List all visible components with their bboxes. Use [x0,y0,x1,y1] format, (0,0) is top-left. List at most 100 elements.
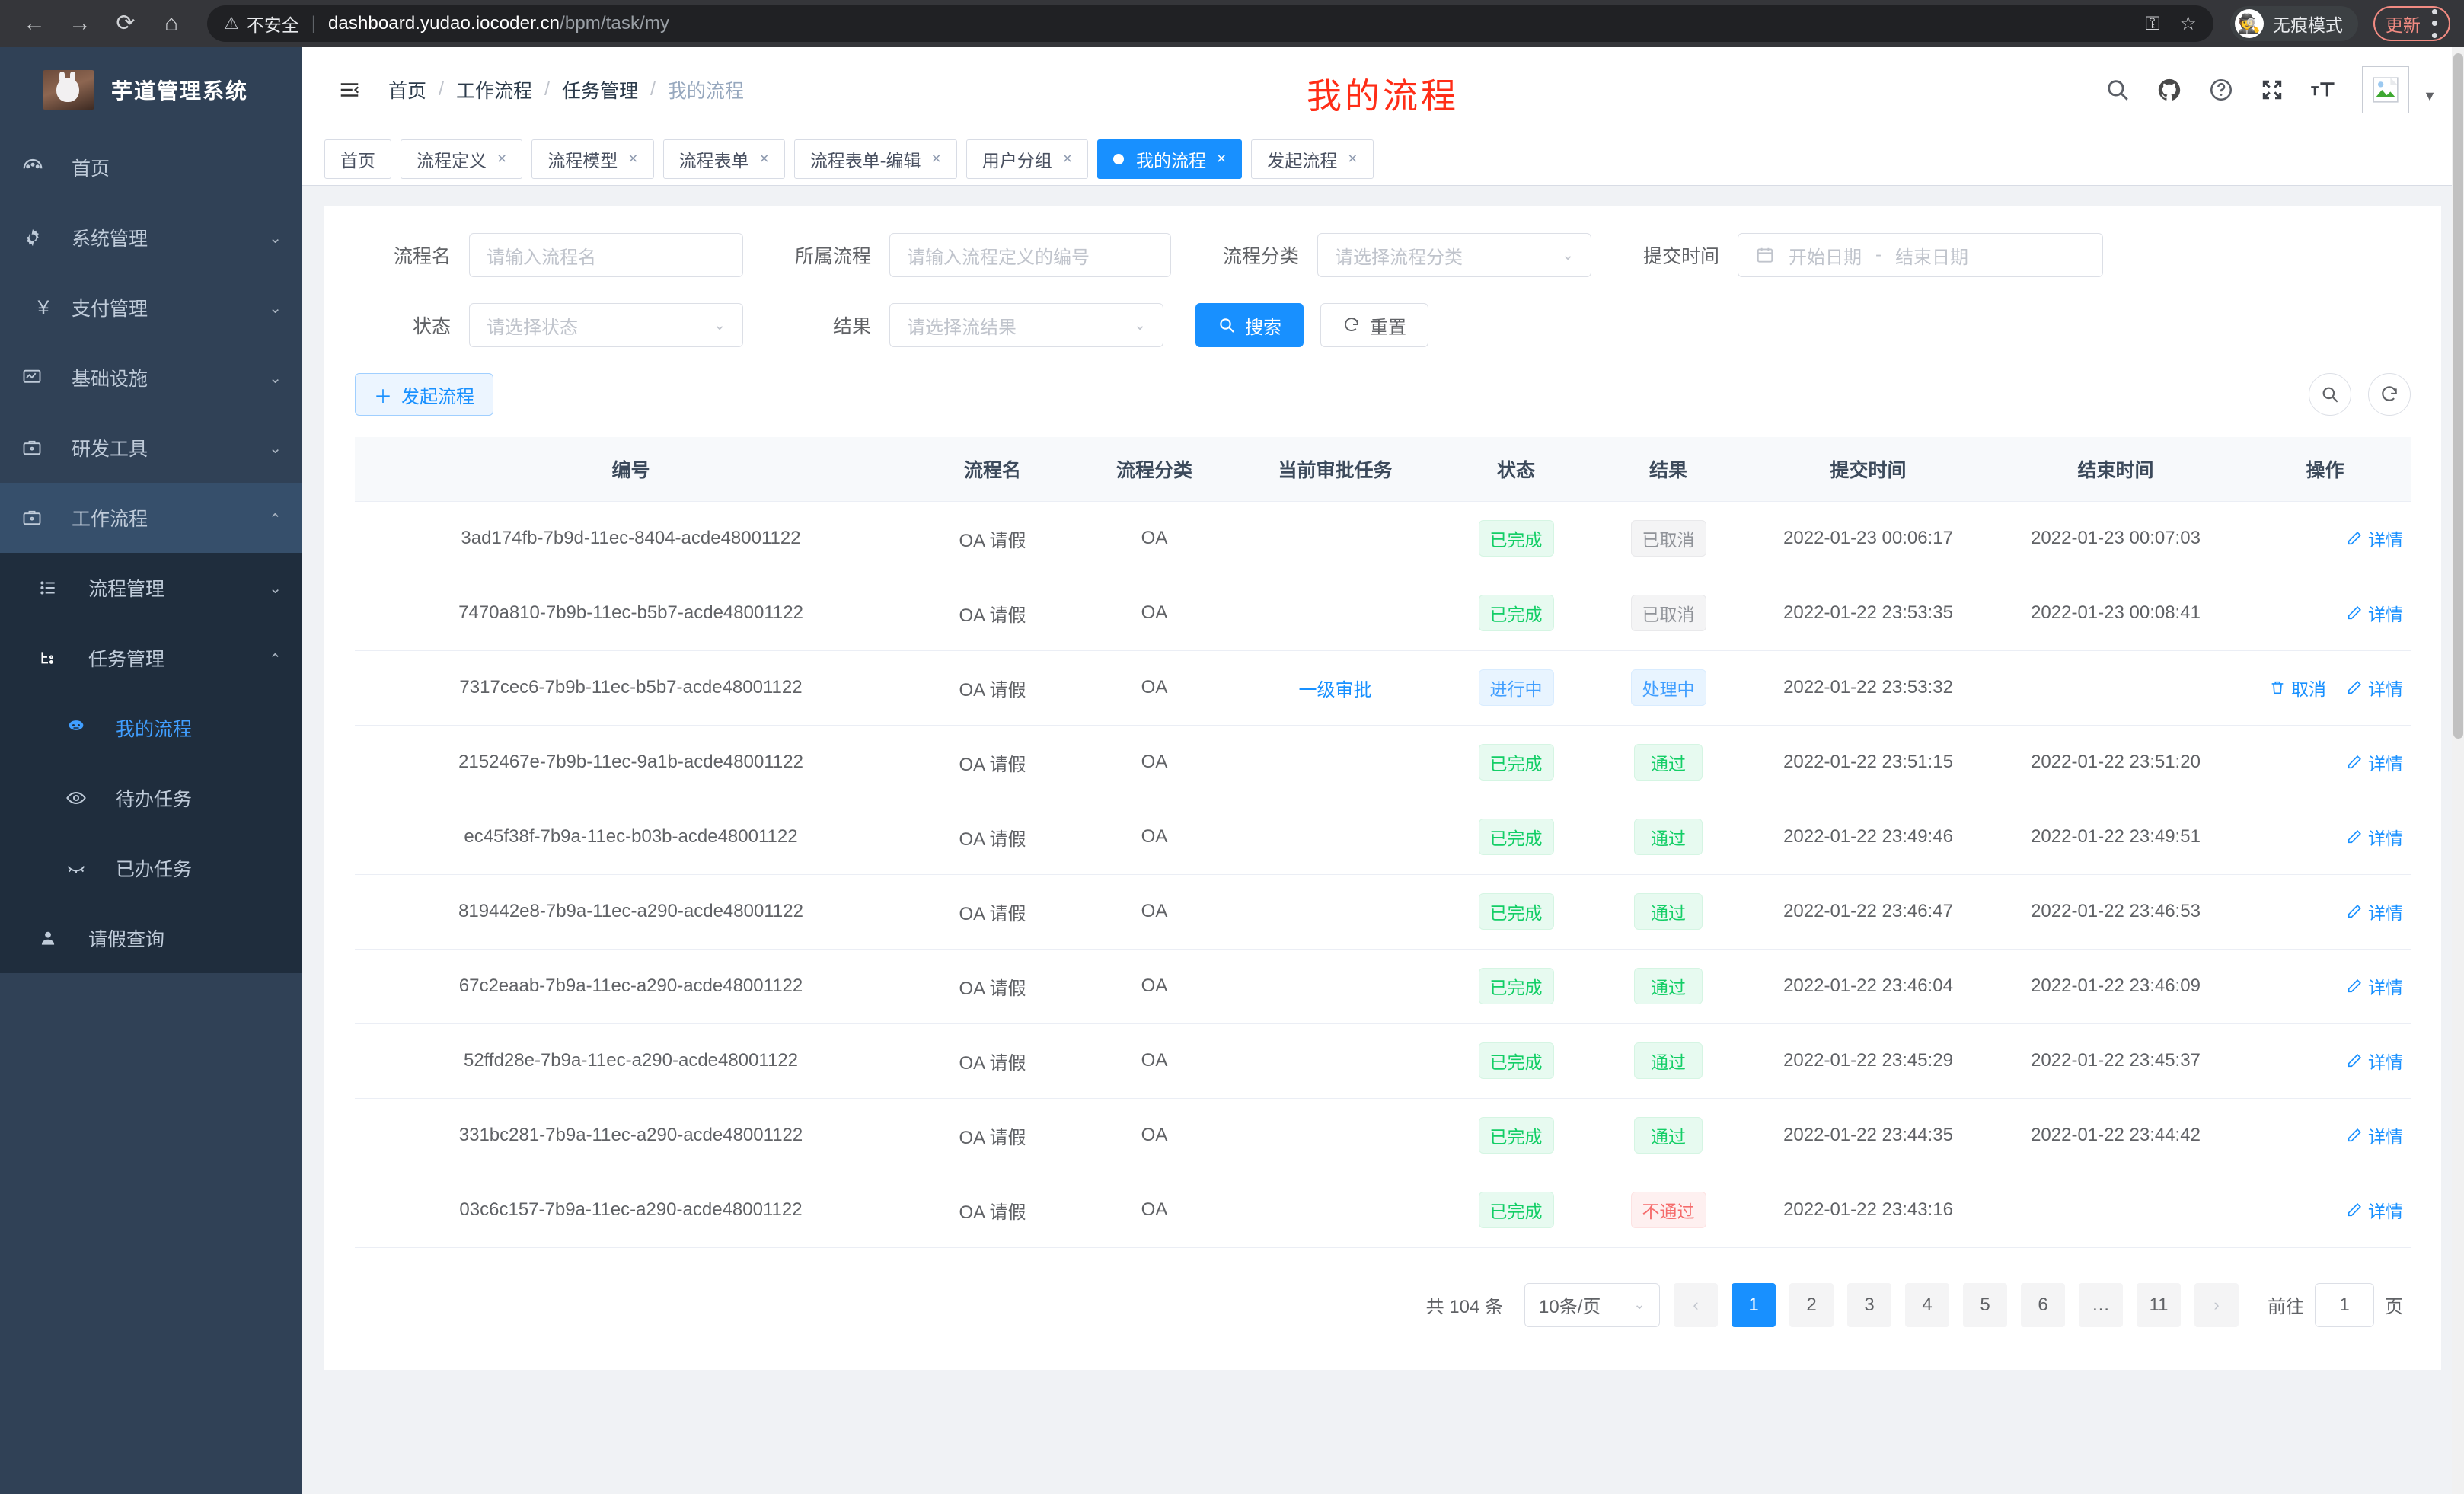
tab-process-form[interactable]: 流程表单 × [662,139,785,179]
incognito-indicator[interactable]: 🕵 无痕模式 [2229,6,2358,41]
table-row[interactable]: 819442e8-7b9a-11ec-a290-acde48001122 OA 请… [355,874,2411,950]
process-name-input[interactable]: 请输入流程名 [469,233,743,277]
pagination-next-button[interactable]: › [2194,1282,2239,1327]
cell-status: 已完成 [1440,800,1592,875]
current-task-link[interactable]: 一级审批 [1298,679,1372,701]
toolbar-refresh-button[interactable] [2368,373,2411,416]
table-row[interactable]: 3ad174fb-7b9d-11ec-8404-acde48001122 OA 请… [355,501,2411,576]
detail-link[interactable]: 详情 [2346,675,2403,701]
pagination-prev-button[interactable]: ‹ [1674,1282,1718,1327]
cancel-process-link[interactable]: 取消 [2269,675,2326,701]
table-row[interactable]: 331bc281-7b9a-11ec-a290-acde48001122 OA 请… [355,1098,2411,1173]
sidebar-item-task-manage[interactable]: 任务管理 ⌄ [0,623,302,693]
brand[interactable]: 芋道管理系统 [0,47,302,132]
breadcrumb-item[interactable]: 工作流程 [455,80,532,102]
detail-link[interactable]: 详情 [2346,1048,2403,1074]
close-icon[interactable]: × [759,149,769,168]
pagination-page-6[interactable]: 6 [2021,1282,2065,1327]
cell-status: 已完成 [1440,1173,1592,1248]
breadcrumb-item[interactable]: 任务管理 [561,80,638,102]
create-process-button[interactable]: ＋ 发起流程 [355,373,493,416]
avatar[interactable] [2362,65,2410,113]
process-category-select[interactable]: 请选择流程分类 ⌄ [1317,233,1591,277]
chevron-down-icon[interactable]: ▼ [2423,88,2437,104]
star-icon[interactable]: ☆ [2179,13,2197,34]
belong-process-input[interactable]: 请输入流程定义的编号 [889,233,1171,277]
pagination-ellipsis[interactable]: … [2079,1282,2123,1327]
tab-process-form-edit[interactable]: 流程表单-编辑 × [793,139,957,179]
sidebar-item-devtools[interactable]: 研发工具 ⌄ [0,413,302,483]
tab-user-group[interactable]: 用户分组 × [965,139,1088,179]
close-icon[interactable]: × [628,149,638,168]
submit-time-daterange[interactable]: 开始日期 - 结束日期 [1738,233,2103,277]
detail-link[interactable]: 详情 [2346,973,2403,999]
sidebar-item-leave-query[interactable]: 请假查询 [0,903,302,973]
sidebar-item-workflow[interactable]: 工作流程 ⌄ [0,483,302,553]
result-select[interactable]: 请选择流结果 ⌄ [889,303,1163,347]
jump-page-input[interactable]: 1 [2315,1282,2374,1327]
address-bar[interactable]: ⚠ 不安全 | dashboard.yudao.iocoder.cn/bpm/t… [207,5,2213,42]
search-icon[interactable] [2105,77,2130,103]
tab-home[interactable]: 首页 [324,139,391,179]
help-icon[interactable] [2208,77,2234,103]
detail-link[interactable]: 详情 [2346,1197,2403,1223]
detail-link[interactable]: 详情 [2346,525,2403,551]
sidebar-item-done-task[interactable]: 已办任务 [0,833,302,903]
toolbar-search-button[interactable] [2309,373,2351,416]
sidebar-item-todo-task[interactable]: 待办任务 [0,763,302,833]
table-row[interactable]: 52ffd28e-7b9a-11ec-a290-acde48001122 OA 请… [355,1023,2411,1099]
status-select[interactable]: 请选择状态 ⌄ [469,303,743,347]
fullscreen-icon[interactable] [2260,78,2284,102]
kebab-menu-icon[interactable]: • • • [2430,0,2438,46]
home-icon[interactable]: ⌂ [164,11,179,36]
close-icon[interactable]: × [497,149,507,168]
detail-link[interactable]: 详情 [2346,600,2403,626]
pagination-page-2[interactable]: 2 [1789,1282,1834,1327]
reset-button[interactable]: 重置 [1320,303,1428,347]
search-button[interactable]: 搜索 [1195,303,1304,347]
sidebar-item-home[interactable]: 首页 [0,132,302,203]
close-icon[interactable]: × [1217,149,1227,168]
page-size-label: 10条/页 [1539,1297,1601,1317]
tab-process-definition[interactable]: 流程定义 × [401,139,523,179]
table-row[interactable]: 7317cec6-7b9b-11ec-b5b7-acde48001122 OA 请… [355,650,2411,726]
pagination-page-1[interactable]: 1 [1732,1282,1776,1327]
sidebar-item-infrastructure[interactable]: 基础设施 ⌄ [0,343,302,413]
detail-link[interactable]: 详情 [2346,824,2403,850]
page-scrollbar-thumb[interactable] [2453,53,2463,739]
close-icon[interactable]: × [931,149,941,168]
sidebar-item-system[interactable]: 系统管理 ⌄ [0,203,302,273]
tab-start-process[interactable]: 发起流程 × [1251,139,1374,179]
pagination-page-11[interactable]: 11 [2137,1282,2181,1327]
pagination-page-4[interactable]: 4 [1905,1282,1949,1327]
cell-end-time: 2022-01-23 00:08:41 [1992,576,2239,651]
detail-link[interactable]: 详情 [2346,749,2403,775]
detail-link[interactable]: 详情 [2346,1122,2403,1148]
table-row[interactable]: 67c2eaab-7b9a-11ec-a290-acde48001122 OA 请… [355,949,2411,1024]
close-icon[interactable]: × [1062,149,1072,168]
sidebar-item-my-process[interactable]: 我的流程 [0,693,302,763]
pagination: 共 104 条 10条/页 ⌄ ‹ 1 2 3 4 5 6 … 11 › [355,1248,2411,1362]
pagination-page-3[interactable]: 3 [1847,1282,1891,1327]
update-button[interactable]: 更新 • • • [2373,0,2450,46]
reload-icon[interactable]: ⟳ [116,11,136,36]
page-size-select[interactable]: 10条/页 ⌄ [1524,1282,1660,1327]
tab-process-model[interactable]: 流程模型 × [531,139,654,179]
back-arrow-icon[interactable]: ← [23,11,46,36]
breadcrumb-item[interactable]: 首页 [388,80,427,102]
github-icon[interactable] [2156,77,2182,103]
tab-my-process[interactable]: 我的流程 × [1097,139,1243,179]
close-icon[interactable]: × [1348,149,1358,168]
key-icon[interactable]: ⚿ [2145,12,2160,34]
sidebar-item-process-manage[interactable]: 流程管理 ⌄ [0,553,302,623]
font-size-icon[interactable] [2310,78,2336,102]
table-row[interactable]: 2152467e-7b9b-11ec-9a1b-acde48001122 OA 请… [355,725,2411,800]
table-row[interactable]: 7470a810-7b9b-11ec-b5b7-acde48001122 OA 请… [355,576,2411,651]
sidebar-item-payment[interactable]: ¥ 支付管理 ⌄ [0,273,302,343]
forward-arrow-icon[interactable]: → [69,11,91,36]
pagination-page-5[interactable]: 5 [1963,1282,2007,1327]
table-row[interactable]: ec45f38f-7b9a-11ec-b03b-acde48001122 OA 请… [355,800,2411,875]
hamburger-icon[interactable] [324,78,375,101]
table-row[interactable]: 03c6c157-7b9a-11ec-a290-acde48001122 OA 请… [355,1173,2411,1248]
detail-link[interactable]: 详情 [2346,899,2403,924]
